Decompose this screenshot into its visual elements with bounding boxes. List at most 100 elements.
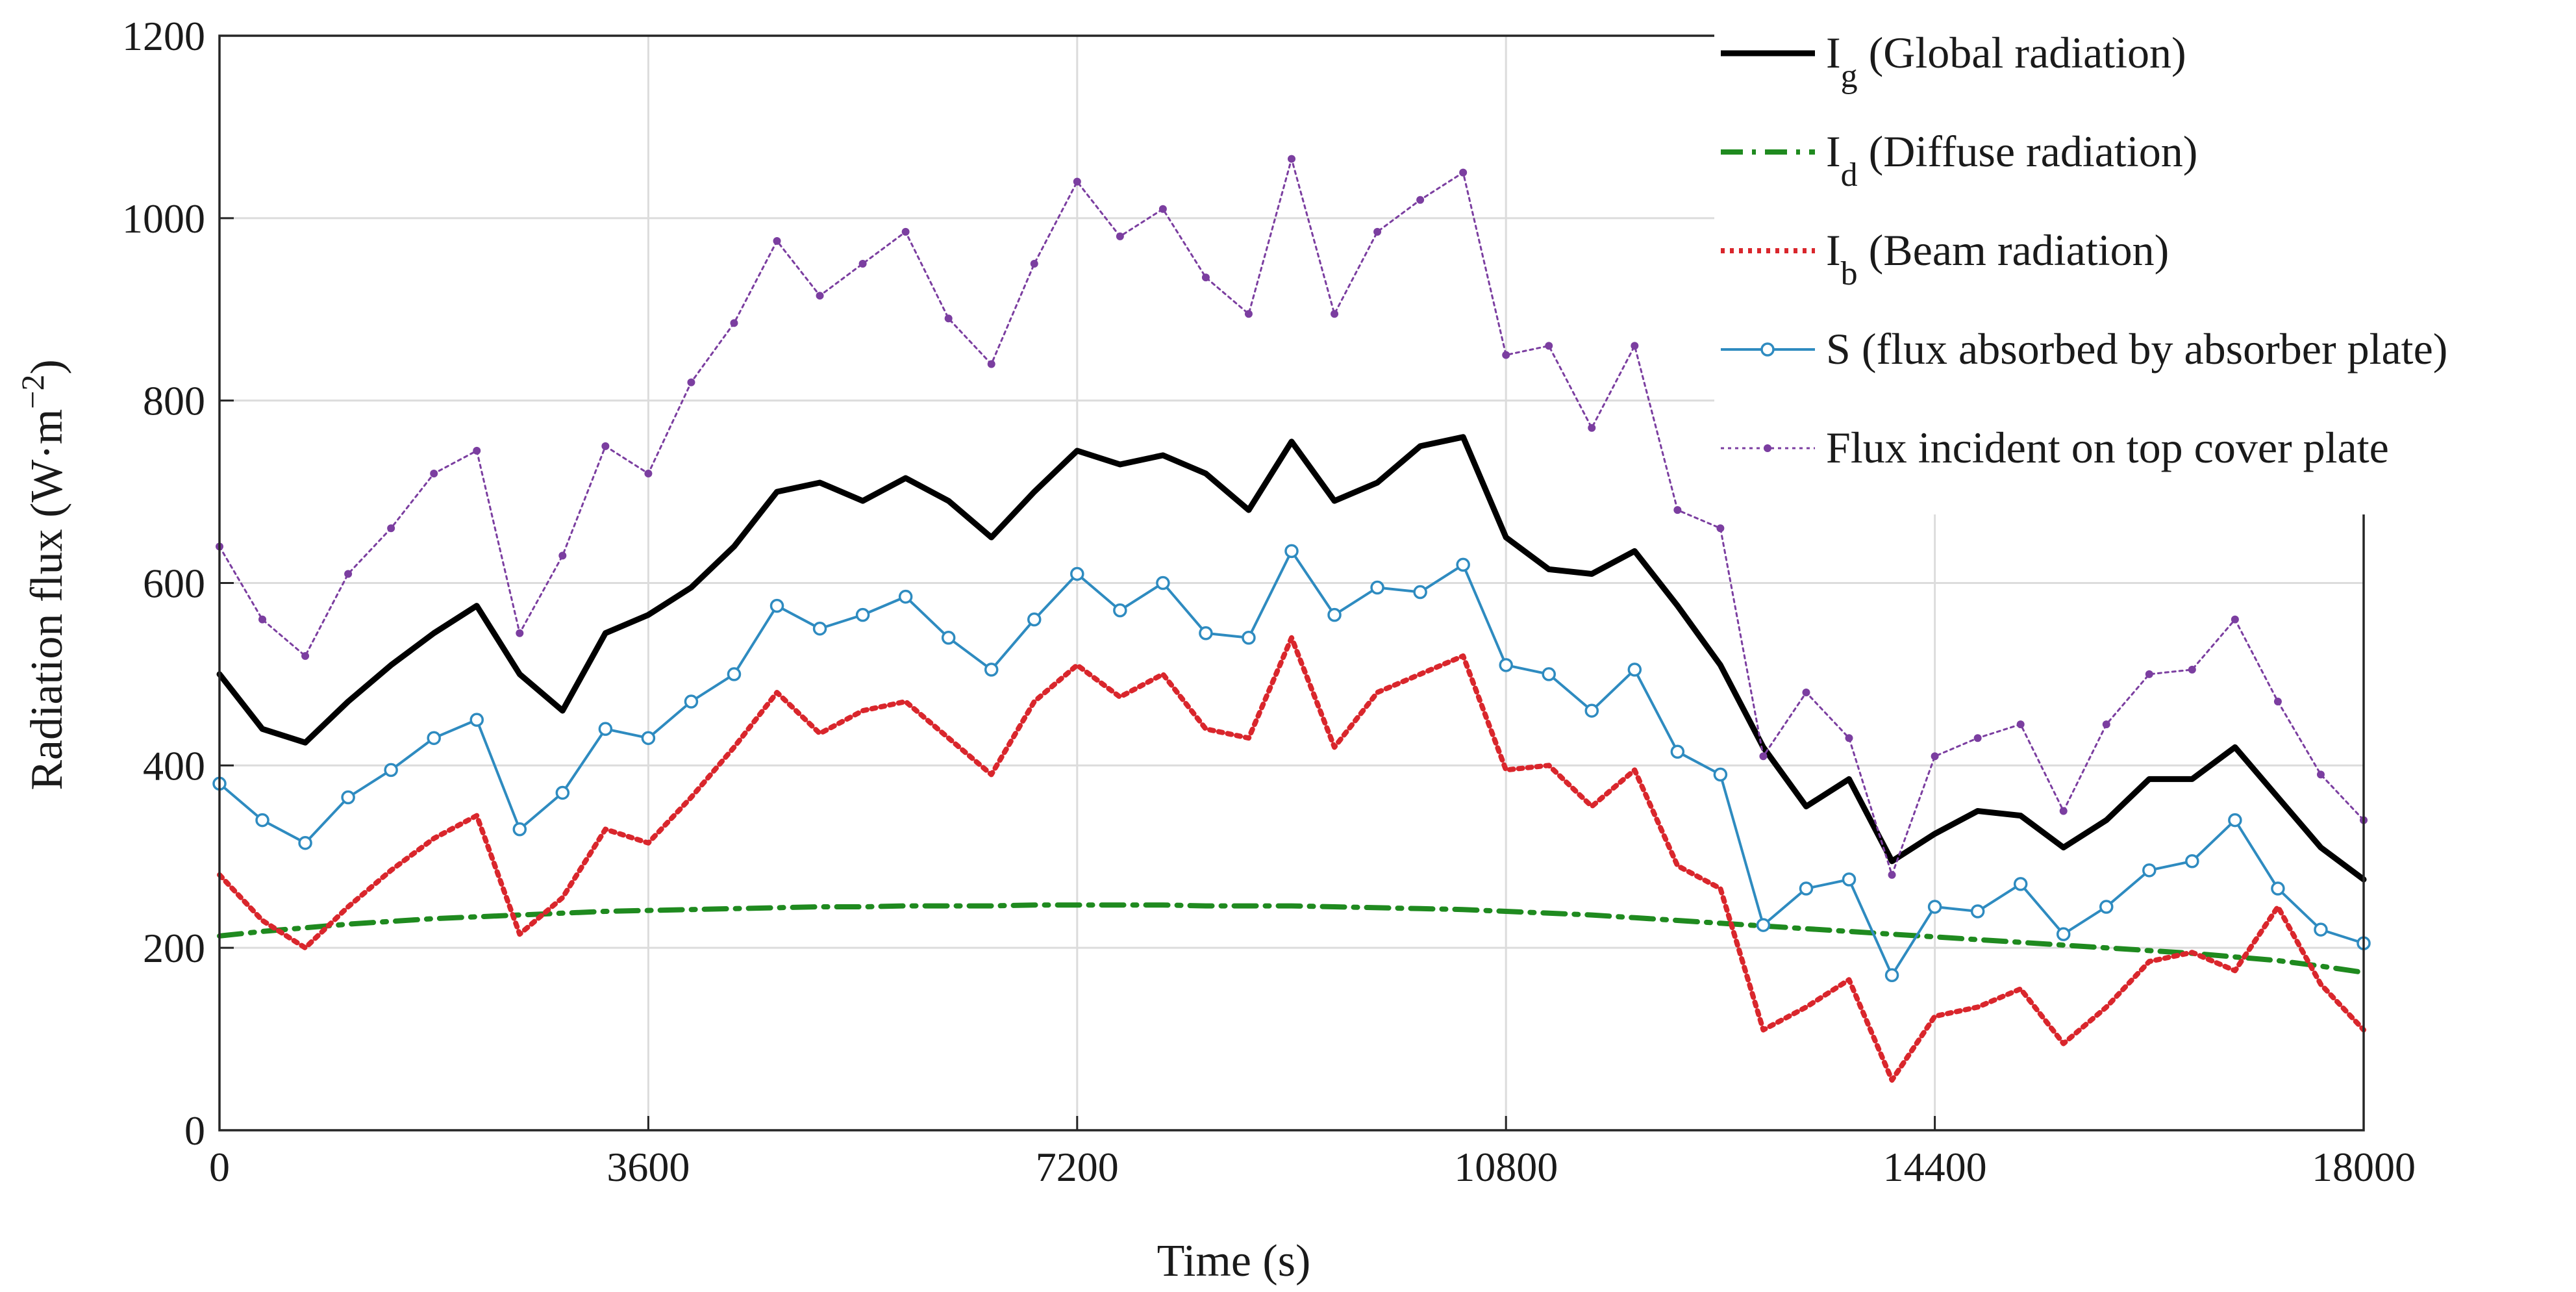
series-point-3 bbox=[1670, 744, 1685, 759]
series-point-3 bbox=[1970, 904, 1985, 918]
series-point-3 bbox=[1542, 667, 1556, 681]
legend-label-3: S (flux absorbed by absorber plate) bbox=[1826, 324, 2447, 374]
legend-label-main: I bbox=[1826, 127, 1841, 176]
series-point-4 bbox=[944, 314, 953, 323]
series-point-3 bbox=[812, 621, 827, 636]
series-point-4 bbox=[1416, 196, 1425, 204]
legend-label-4: Flux incident on top cover plate bbox=[1826, 423, 2389, 472]
series-point-3 bbox=[1113, 603, 1127, 618]
series-point-3 bbox=[1927, 900, 1942, 914]
series-point-3 bbox=[1799, 881, 1814, 896]
series-point-3 bbox=[2271, 881, 2285, 896]
series-point-4 bbox=[1331, 310, 1339, 318]
series-point-3 bbox=[2185, 854, 2199, 868]
series-point-3 bbox=[469, 713, 484, 727]
y-tick-label: 800 bbox=[143, 378, 205, 424]
series-group bbox=[212, 155, 2371, 1083]
legend-label-subscript: d bbox=[1841, 157, 1858, 194]
series-point-4 bbox=[687, 378, 695, 386]
x-tick-label: 7200 bbox=[1036, 1144, 1119, 1190]
series-point-3 bbox=[255, 813, 269, 828]
series-point-4 bbox=[1502, 351, 1510, 359]
series-point-3 bbox=[769, 598, 784, 613]
series-point-4 bbox=[1588, 424, 1596, 432]
series-point-3 bbox=[298, 835, 312, 850]
legend-label-main: Flux incident on top cover plate bbox=[1826, 423, 2389, 472]
series-point-4 bbox=[1459, 168, 1468, 177]
legend-label-rest: (Global radiation) bbox=[1858, 28, 2186, 77]
x-tick-label: 14400 bbox=[1883, 1144, 1987, 1190]
legend-marker-3 bbox=[1760, 342, 1775, 357]
series-point-3 bbox=[598, 722, 613, 736]
tick-labels: 0 3600 7200 10800 14400 18000 0 200 400 600 800 100… bbox=[122, 13, 2416, 1190]
series-point-4 bbox=[1288, 155, 1295, 163]
series-point-4 bbox=[1931, 752, 1939, 761]
y-tick-label: 1000 bbox=[122, 196, 205, 242]
series-point-3 bbox=[1756, 918, 1771, 932]
series-point-3 bbox=[1070, 566, 1084, 581]
y-axis-title-close: ) bbox=[22, 359, 72, 374]
series-point-4 bbox=[2231, 615, 2239, 624]
legend: Ig (Global radiation) Id (Diffuse radiati… bbox=[1714, 13, 2576, 514]
series-point-4 bbox=[1716, 524, 1725, 533]
legend-marker-4 bbox=[1764, 444, 1771, 452]
series-point-4 bbox=[2273, 698, 2282, 706]
legend-background bbox=[1714, 13, 2576, 514]
series-point-4 bbox=[1158, 205, 1167, 213]
series-point-4 bbox=[1759, 752, 1768, 761]
series-point-3 bbox=[1027, 612, 1042, 627]
y-axis-title-main: Radiation flux (W·m bbox=[22, 409, 72, 791]
legend-label-rest: (Beam radiation) bbox=[1858, 225, 2170, 275]
series-point-3 bbox=[1284, 544, 1299, 559]
series-point-3 bbox=[2099, 900, 2114, 914]
legend-label-1: Id (Diffuse radiation) bbox=[1826, 127, 2197, 194]
series-line-0 bbox=[216, 434, 2367, 883]
legend-label-main: S bbox=[1826, 324, 1851, 374]
x-tick-label: 3600 bbox=[606, 1144, 690, 1190]
series-point-3 bbox=[1584, 703, 1599, 718]
series-point-4 bbox=[1116, 232, 1124, 240]
series-point-4 bbox=[1631, 342, 1639, 350]
series-point-3 bbox=[727, 667, 742, 681]
series-point-3 bbox=[898, 589, 913, 604]
series-point-4 bbox=[1201, 273, 1210, 282]
y-tick-label: 400 bbox=[143, 742, 205, 789]
series-point-3 bbox=[341, 790, 355, 805]
series-point-4 bbox=[344, 570, 353, 578]
series-point-3 bbox=[855, 607, 870, 622]
legend-label-rest: (flux absorbed by absorber plate) bbox=[1851, 324, 2448, 374]
series-point-4 bbox=[2188, 665, 2196, 674]
series-point-4 bbox=[1545, 342, 1553, 350]
series-point-3 bbox=[427, 731, 441, 745]
y-tick-label: 1200 bbox=[122, 13, 205, 59]
series-point-3 bbox=[555, 785, 570, 800]
series-point-3 bbox=[2142, 863, 2157, 878]
series-line-2 bbox=[217, 635, 2366, 1083]
legend-label-2: Ib (Beam radiation) bbox=[1826, 225, 2169, 292]
legend-label-subscript: g bbox=[1841, 58, 1858, 95]
series-point-4 bbox=[2016, 720, 2025, 729]
series-point-4 bbox=[2102, 720, 2110, 729]
series-point-4 bbox=[387, 524, 395, 533]
x-axis-title: Time (s) bbox=[1157, 1236, 1311, 1286]
series-point-4 bbox=[258, 615, 267, 624]
series-point-3 bbox=[1327, 607, 1342, 622]
y-tick-label: 0 bbox=[184, 1108, 205, 1154]
y-axis-title-exponent: −2 bbox=[14, 375, 51, 409]
series-point-4 bbox=[901, 227, 910, 236]
y-axis-title: Radiation flux (W·m−2) bbox=[14, 359, 72, 791]
series-point-4 bbox=[1244, 310, 1253, 318]
x-tick-label: 10800 bbox=[1454, 1144, 1558, 1190]
series-point-3 bbox=[1884, 968, 1899, 983]
series-point-3 bbox=[684, 694, 699, 709]
series-point-3 bbox=[1242, 631, 1256, 645]
series-point-4 bbox=[473, 446, 481, 455]
legend-label-main: I bbox=[1826, 28, 1841, 77]
series-point-3 bbox=[1627, 663, 1642, 677]
y-tick-label: 600 bbox=[143, 561, 205, 607]
series-point-3 bbox=[2013, 877, 2028, 891]
x-tick-label: 18000 bbox=[2312, 1144, 2416, 1190]
series-point-4 bbox=[644, 470, 653, 477]
